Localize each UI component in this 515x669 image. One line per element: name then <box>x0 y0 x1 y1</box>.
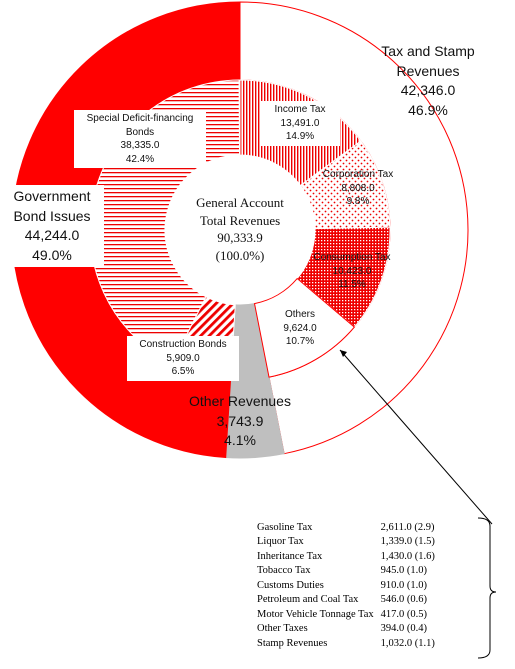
percent-label: 11.5% <box>338 279 366 290</box>
inner-label: Income Tax 13,491.0 14.9% <box>260 101 340 146</box>
value-label: 8,808.0 <box>341 182 375 194</box>
table-value: 1,032.0 (1.1) <box>380 637 435 649</box>
table-name: Petroleum and Coal Tax <box>257 594 359 606</box>
table-name: Gasoline Tax <box>257 521 313 533</box>
bracket <box>477 517 497 659</box>
category-label: Other Revenues <box>189 393 291 409</box>
percent-label: 9.8% <box>346 196 370 207</box>
inner-label: Consumption Tax 10,423.0 11.5% <box>304 251 400 292</box>
category-label: Others <box>284 309 315 320</box>
center-title: Total Revenues <box>199 212 281 228</box>
table-name: Liquor Tax <box>257 536 304 548</box>
outer-label: Government Bond Issues 44,244.0 49.0% <box>0 185 104 268</box>
table-value: 1,430.0 (1.6) <box>380 550 435 562</box>
percent-label: 49.0% <box>32 246 72 263</box>
center-label: General Account Total Revenues 90,333.9 … <box>196 194 284 264</box>
table-row: Stamp Revenues 1,032.0 (1.1) <box>254 636 439 651</box>
value-label: 9,624.0 <box>283 322 317 334</box>
table-value: 394.0 (0.4) <box>380 623 428 635</box>
table-row: Tobacco Tax 945.0 (1.0) <box>254 564 439 579</box>
table-value: 945.0 (1.0) <box>380 565 428 577</box>
table-row: Motor Vehicle Tonnage Tax 417.0 (0.5) <box>254 607 439 622</box>
value-label: 44,244.0 <box>24 227 80 244</box>
table-value: 417.0 (0.5) <box>380 608 428 620</box>
table-value: 546.0 (0.6) <box>380 594 428 606</box>
breakdown-table: Gasoline Tax 2,611.0 (2.9) Liquor Tax 1,339… <box>254 520 439 651</box>
outer-label: Tax and Stamp Revenues 42,346.0 46.9% <box>368 42 488 120</box>
inner-label: Corporation Tax 8,808.0 9.8% <box>315 168 401 209</box>
percent-label: 14.9% <box>285 131 315 142</box>
inner-label: Special Deficit-financing Bonds 38,335.0 4… <box>74 110 206 168</box>
category-label: Government Bond Issues <box>13 188 91 224</box>
table-row: Customs Duties 910.0 (1.0) <box>254 578 439 593</box>
category-label: Consumption Tax <box>313 252 391 263</box>
value-label: 5,909.0 <box>166 352 200 364</box>
inner-label: Construction Bonds 5,909.0 6.5% <box>127 336 239 381</box>
table-value: 2,611.0 (2.9) <box>380 521 435 533</box>
table-row: Petroleum and Coal Tax 546.0 (0.6) <box>254 593 439 608</box>
center-title: General Account <box>196 195 284 210</box>
percent-label: 6.5% <box>171 366 195 377</box>
value-label: 38,335.0 <box>120 140 160 151</box>
table-row: Liquor Tax 1,339.0 (1.5) <box>254 535 439 550</box>
center-total: 90,333.9 <box>217 230 263 246</box>
table-row: Inheritance Tax 1,430.0 (1.6) <box>254 549 439 564</box>
category-label: Income Tax <box>274 104 326 115</box>
table-name: Customs Duties <box>257 579 324 591</box>
table-name: Other Taxes <box>257 623 308 635</box>
value-label: 3,743.9 <box>216 412 264 429</box>
table-name: Stamp Revenues <box>257 637 328 649</box>
percent-label: 4.1% <box>224 432 256 449</box>
inner-label: Others 9,624.0 10.7% <box>265 308 335 349</box>
table-row: Other Taxes 394.0 (0.4) <box>254 622 439 637</box>
table-value: 1,339.0 (1.5) <box>380 536 435 548</box>
category-label: Construction Bonds <box>139 339 227 350</box>
percent-label: 10.7% <box>285 336 315 347</box>
table-name: Tobacco Tax <box>257 565 311 577</box>
center-percent: (100.0%) <box>215 247 265 263</box>
category-label: Special Deficit-financing Bonds <box>86 113 194 138</box>
percent-label: 46.9% <box>408 101 448 118</box>
value-label: 13,491.0 <box>280 117 320 129</box>
table-name: Motor Vehicle Tonnage Tax <box>257 608 374 620</box>
leader-line <box>339 349 493 525</box>
value-label: 10,423.0 <box>332 265 372 277</box>
percent-label: 42.4% <box>125 153 155 165</box>
arrow-head <box>340 350 347 357</box>
table-row: Gasoline Tax 2,611.0 (2.9) <box>254 520 439 535</box>
inner-segment <box>253 277 356 378</box>
value-label: 42,346.0 <box>400 82 456 99</box>
category-label: Corporation Tax <box>322 169 394 180</box>
table-name: Inheritance Tax <box>257 550 323 562</box>
table-value: 910.0 (1.0) <box>380 579 428 591</box>
outer-label: Other Revenues 3,743.9 4.1% <box>185 392 295 451</box>
category-label: Tax and Stamp Revenues <box>381 43 475 79</box>
